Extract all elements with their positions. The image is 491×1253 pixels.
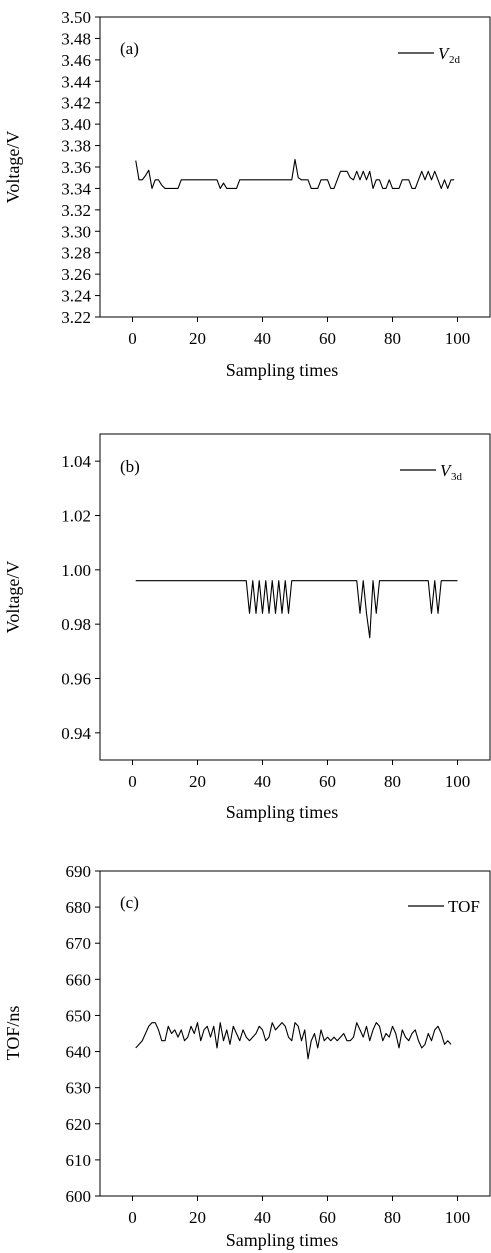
y-tick-label-a-10: 3.42 (61, 94, 91, 113)
y-tick-label-a-5: 3.32 (61, 201, 91, 220)
y-tick-label-b-3: 1.00 (61, 561, 91, 580)
y-tick-label-a-12: 3.46 (61, 51, 91, 70)
plot-area-c (99, 870, 491, 1197)
series-line-a-0 (135, 158, 455, 189)
y-tick-label-c-8: 680 (66, 898, 92, 917)
x-axis-title-c: Sampling times (226, 1230, 339, 1250)
y-tick-label-a-6: 3.34 (61, 179, 91, 198)
panel-label-b: (b) (120, 457, 140, 476)
y-tick-label-a-1: 3.24 (61, 287, 91, 306)
legend-c: TOF (408, 897, 480, 916)
y-tick-label-a-11: 3.44 (61, 72, 91, 91)
x-tick-label-a-3: 60 (319, 329, 336, 348)
legend-b: V 3d (400, 461, 463, 483)
legend-label-b: V (440, 461, 453, 480)
x-tick-label-a-2: 40 (254, 329, 271, 348)
x-tick-label-b-5: 100 (445, 772, 471, 791)
x-tick-label-c-2: 40 (254, 1208, 271, 1227)
y-axis-title-c: TOF/ns (3, 1006, 23, 1061)
y-tick-label-c-9: 690 (66, 862, 92, 881)
panel-a: 3.22 3.24 3.26 3.28 3.30 3.32 3.34 3.36 3.38 3.40… (3, 8, 491, 380)
y-axis-b: 0.94 0.96 0.98 1.00 1.02 1.04 (61, 452, 100, 743)
x-tick-label-a-0: 0 (128, 329, 137, 348)
series-c (135, 1022, 452, 1060)
x-tick-label-a-5: 100 (445, 329, 471, 348)
x-tick-label-c-3: 60 (319, 1208, 336, 1227)
legend-sub-b: 3d (451, 471, 463, 483)
y-tick-label-c-3: 630 (66, 1079, 92, 1098)
legend-label-a: V (438, 44, 451, 63)
x-tick-label-a-4: 80 (384, 329, 401, 348)
y-axis-c: 600 610 620 630 640 650 660 670 680 690 (66, 862, 100, 1206)
x-tick-label-b-2: 40 (254, 772, 271, 791)
x-tick-label-b-0: 0 (128, 772, 137, 791)
y-tick-label-a-13: 3.48 (61, 29, 91, 48)
x-tick-label-c-0: 0 (128, 1208, 137, 1227)
y-tick-label-b-1: 0.96 (61, 670, 91, 689)
series-line-c-0 (135, 1022, 452, 1060)
x-axis-b: 0 20 40 60 80 100 (128, 760, 470, 791)
y-tick-label-c-5: 650 (66, 1006, 92, 1025)
y-tick-label-b-4: 1.02 (61, 507, 91, 526)
legend-sub-a: 2d (449, 54, 461, 66)
y-tick-label-a-3: 3.28 (61, 244, 91, 263)
panel-b: 0.94 0.96 0.98 1.00 1.02 1.04 0 20 40 60 80 100 (b… (3, 433, 491, 822)
y-tick-label-a-4: 3.30 (61, 222, 91, 241)
x-tick-label-b-4: 80 (384, 772, 401, 791)
y-tick-label-a-8: 3.38 (61, 137, 91, 156)
panel-label-c: (c) (120, 893, 139, 912)
y-tick-label-c-1: 610 (66, 1151, 92, 1170)
x-axis-c: 0 20 40 60 80 100 (128, 1196, 470, 1227)
y-tick-label-c-7: 670 (66, 934, 92, 953)
y-tick-label-b-5: 1.04 (61, 452, 91, 471)
series-line-b-0 (135, 580, 458, 639)
y-tick-label-a-2: 3.26 (61, 265, 91, 284)
series-b (135, 580, 458, 639)
y-tick-label-b-0: 0.94 (61, 724, 91, 743)
y-tick-label-a-0: 3.22 (61, 308, 91, 327)
x-tick-label-c-1: 20 (189, 1208, 206, 1227)
y-tick-label-c-0: 600 (66, 1187, 92, 1206)
x-axis-title-a: Sampling times (226, 360, 339, 380)
panel-c: 600 610 620 630 640 650 660 670 680 690 0 20 40 60 80… (3, 862, 491, 1250)
y-tick-label-a-9: 3.40 (61, 115, 91, 134)
series-a (135, 158, 455, 189)
y-tick-label-a-14: 3.50 (61, 8, 91, 27)
x-tick-label-c-5: 100 (445, 1208, 471, 1227)
x-axis-title-b: Sampling times (226, 802, 339, 822)
y-tick-label-b-2: 0.98 (61, 615, 91, 634)
y-axis-title-a: Voltage/V (3, 131, 23, 204)
y-tick-label-c-6: 660 (66, 970, 92, 989)
plot-area-b (99, 433, 491, 761)
x-tick-label-a-1: 20 (189, 329, 206, 348)
x-tick-label-b-1: 20 (189, 772, 206, 791)
y-tick-label-a-7: 3.36 (61, 158, 91, 177)
y-axis-a: 3.22 3.24 3.26 3.28 3.30 3.32 3.34 3.36 3.38 3.40… (61, 8, 100, 327)
y-tick-label-c-2: 620 (66, 1115, 92, 1134)
x-tick-label-b-3: 60 (319, 772, 336, 791)
x-axis-a: 0 20 40 60 80 100 (128, 317, 470, 348)
y-axis-title-b: Voltage/V (3, 561, 23, 634)
panel-label-a: (a) (120, 39, 139, 58)
plot-area-a (99, 16, 491, 318)
legend-label-c: TOF (448, 897, 480, 916)
y-tick-label-c-4: 640 (66, 1043, 92, 1062)
legend-a: V 2d (398, 44, 461, 66)
x-tick-label-c-4: 80 (384, 1208, 401, 1227)
